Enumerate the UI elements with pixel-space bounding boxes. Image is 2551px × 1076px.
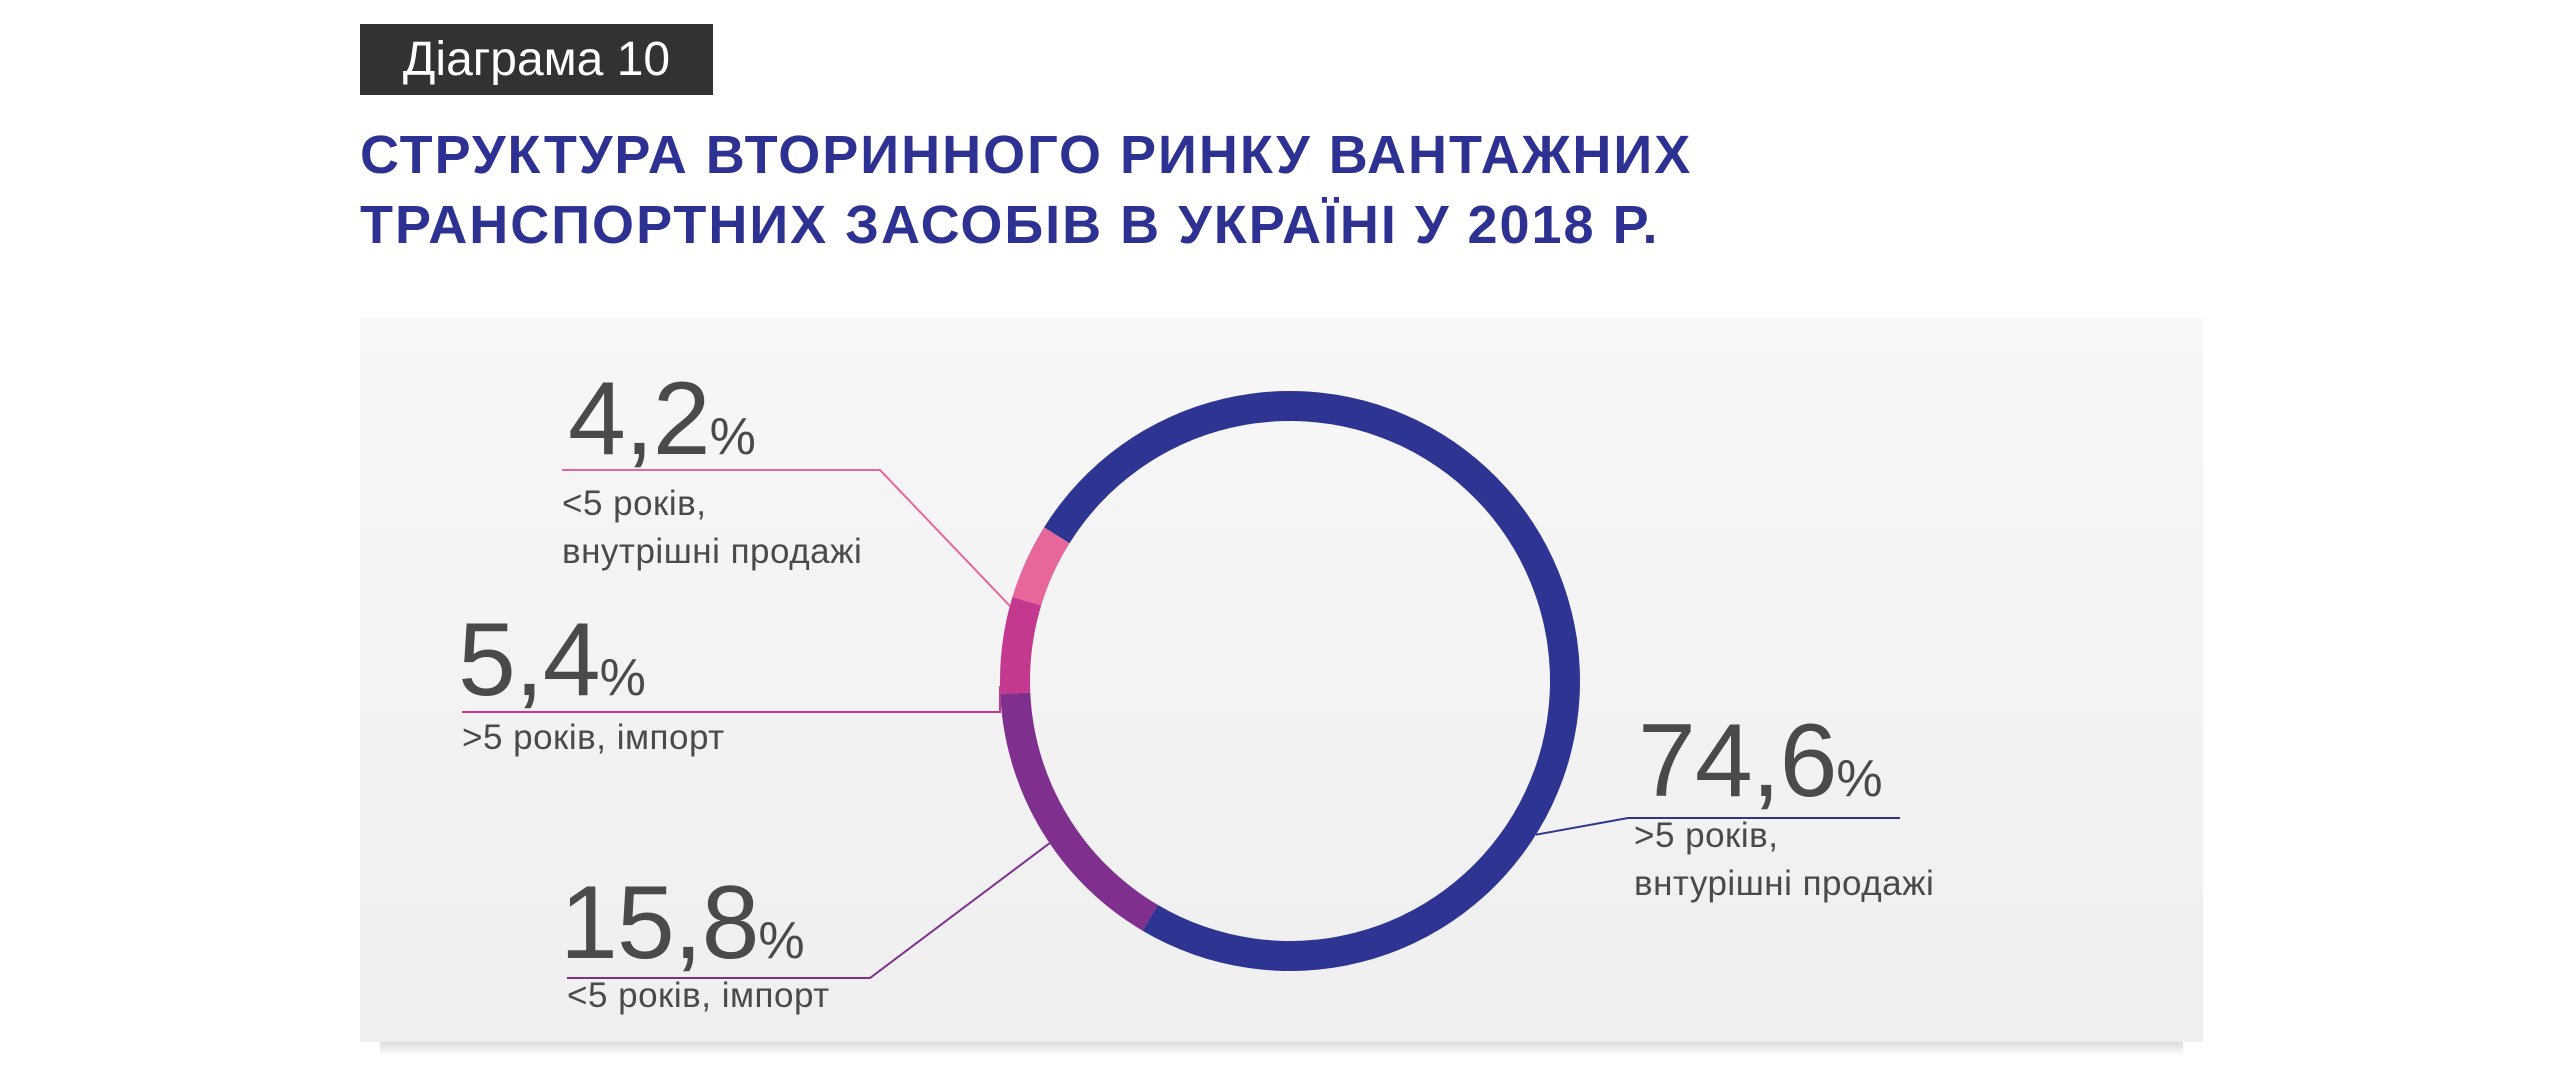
diagram-badge: Діаграма 10: [360, 24, 713, 95]
category-label-segment-3-line-2: внутрішні продажі: [562, 532, 863, 571]
chart-panel-shadow: [380, 1042, 2183, 1056]
donut-segment-2: [1000, 596, 1042, 694]
chart-title-line-2: ТРАНСПОРТНИХ ЗАСОБІВ В УКРАЇНІ У 2018 Р.: [360, 195, 1660, 255]
value-label-segment-3: 4,2%: [568, 361, 756, 477]
leader-line-segment-0: [1535, 817, 1900, 836]
category-label-segment-1-line-1: <5 років, імпорт: [567, 976, 830, 1015]
category-label-segment-0: >5 років, внтурішні продажі: [1634, 812, 1934, 908]
leader-line-segment-2: [462, 686, 1002, 713]
value-label-segment-1: 15,8%: [560, 865, 805, 981]
donut-ring: [1000, 390, 1580, 971]
category-label-segment-2-line-1: >5 років, імпорт: [462, 718, 725, 757]
category-label-segment-2: >5 років, імпорт: [462, 714, 725, 762]
leader-line-segment-3: [562, 469, 1011, 607]
chart-panel: [360, 318, 2203, 1042]
value-label-segment-0: 74,6%: [1638, 703, 1883, 819]
category-label-segment-3: <5 років, внутрішні продажі: [562, 480, 862, 576]
chart-title-line-1: СТРУКТУРА ВТОРИННОГО РИНКУ ВАНТАЖНИХ: [360, 125, 1693, 185]
value-label-segment-2: 5,4%: [458, 602, 646, 718]
chart-title: СТРУКТУРА ВТОРИННОГО РИНКУ ВАНТАЖНИХ ТРА…: [360, 120, 1860, 260]
leader-line-segment-1: [567, 842, 1051, 979]
category-label-segment-3-line-1: <5 років,: [562, 484, 707, 523]
leader-lines: [462, 469, 1900, 979]
donut-segment-3: [1012, 527, 1070, 606]
category-label-segment-0-line-2: внтурішні продажі: [1634, 864, 1935, 903]
donut-segment-1: [1000, 692, 1158, 931]
category-label-segment-0-line-1: >5 років,: [1634, 816, 1779, 855]
category-label-segment-1: <5 років, імпорт: [567, 972, 830, 1020]
